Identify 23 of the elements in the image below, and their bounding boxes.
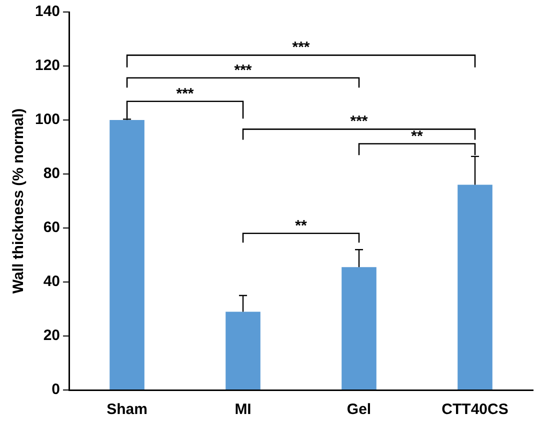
y-tick-label: 80 bbox=[43, 165, 60, 182]
y-tick-label: 140 bbox=[34, 3, 60, 20]
annotation: ** bbox=[295, 217, 308, 234]
annotation: ** bbox=[411, 128, 423, 145]
y-axis-title: Wall thickness (% normal) bbox=[10, 108, 28, 294]
x-tick-label: Sham bbox=[106, 401, 148, 418]
annotation: *** bbox=[292, 39, 310, 56]
annotation: *** bbox=[350, 113, 368, 130]
y-tick-label: 100 bbox=[34, 111, 60, 128]
bar bbox=[458, 184, 492, 390]
x-tick-label: MI bbox=[234, 401, 252, 418]
annotation: *** bbox=[234, 62, 252, 79]
y-tick-label: 60 bbox=[43, 219, 60, 236]
bar bbox=[226, 312, 260, 390]
y-tick-label: 40 bbox=[43, 273, 60, 290]
x-tick-label: Gel bbox=[346, 401, 372, 418]
y-tick-label: 120 bbox=[34, 57, 60, 74]
bar bbox=[110, 120, 144, 390]
y-tick-label: 20 bbox=[43, 327, 60, 344]
y-tick-label: 0 bbox=[52, 381, 60, 398]
x-tick-label: CTT40CS bbox=[442, 401, 508, 418]
annotation: *** bbox=[176, 85, 194, 102]
bar bbox=[342, 267, 376, 390]
